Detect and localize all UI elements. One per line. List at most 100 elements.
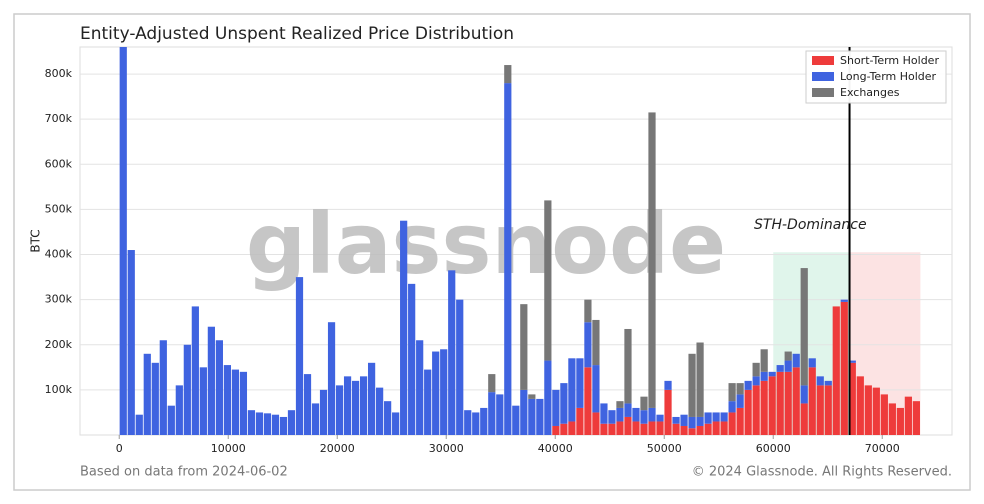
bar-segment: [335, 385, 344, 435]
bar-segment: [848, 360, 856, 363]
footer-copyright: © 2024 Glassnode. All Rights Reserved.: [692, 465, 952, 480]
bar-segment: [384, 401, 392, 435]
bar-segment: [584, 367, 592, 435]
bar-segment: [608, 410, 616, 424]
bar-segment: [456, 299, 464, 435]
bar-segment: [712, 421, 720, 435]
x-tick-label: 40000: [538, 442, 573, 455]
bar-segment: [504, 65, 512, 84]
bar-segment: [592, 365, 600, 413]
bar-segment: [584, 299, 592, 323]
bar-segment: [848, 362, 856, 435]
bar-segment: [760, 380, 768, 435]
bar-segment: [552, 389, 560, 426]
bar-segment: [279, 416, 288, 435]
bar-segment: [263, 413, 272, 435]
bar-segment: [648, 407, 656, 422]
bar-segment: [904, 396, 912, 435]
x-tick-label: 50000: [647, 442, 682, 455]
bar-segment: [624, 416, 632, 435]
bar-segment: [488, 392, 496, 435]
bar-segment: [648, 112, 656, 408]
bar-segment: [728, 412, 736, 435]
bar-segment: [912, 401, 920, 435]
bar-segment: [896, 407, 904, 435]
bar-segment: [776, 371, 784, 435]
bar-segment: [440, 349, 448, 435]
bar-segment: [560, 383, 568, 424]
bar-segment: [175, 385, 183, 435]
bar-segment: [704, 423, 712, 435]
legend-label: Long-Term Holder: [840, 70, 937, 83]
bar-segment: [696, 342, 704, 417]
bar-segment: [424, 369, 432, 435]
bar-segment: [552, 425, 560, 435]
bar-segment: [584, 322, 592, 368]
bar-segment: [640, 410, 648, 424]
bar-segment: [351, 380, 360, 435]
bar-segment: [343, 376, 352, 435]
bar-segment: [600, 423, 608, 435]
bar-segment: [616, 407, 624, 422]
bar-segment: [632, 407, 640, 422]
bar-segment: [784, 351, 792, 361]
bar-segment: [512, 405, 520, 435]
bar-segment: [688, 428, 696, 435]
bar-segment: [520, 304, 528, 390]
bar-segment: [752, 362, 760, 377]
bar-segment: [760, 349, 768, 372]
bar-segment: [167, 405, 175, 435]
bar-segment: [608, 423, 616, 435]
watermark: glassnode: [246, 195, 726, 293]
bar-segment: [880, 394, 888, 435]
bar-segment: [840, 299, 848, 302]
bar-segment: [768, 376, 776, 435]
bar-segment: [712, 412, 720, 422]
bar-segment: [223, 365, 232, 435]
bar-segment: [768, 371, 776, 377]
bar-segment: [303, 374, 312, 435]
chart-title: Entity-Adjusted Unspent Realized Price D…: [80, 24, 514, 44]
bar-segment: [736, 407, 744, 435]
bar-segment: [784, 371, 792, 435]
bar-segment: [872, 387, 880, 435]
bar-segment: [736, 394, 744, 408]
bar-segment: [576, 358, 584, 408]
bar-segment: [472, 412, 480, 435]
y-axis-label: BTC: [29, 229, 43, 252]
y-tick-label: 200k: [45, 338, 73, 351]
y-tick-label: 500k: [45, 202, 73, 215]
bar-segment: [656, 421, 664, 435]
bar-segment: [295, 277, 304, 435]
bar-segment: [648, 421, 656, 435]
bar-segment: [544, 360, 552, 435]
bar-segment: [392, 412, 400, 435]
bar-segment: [600, 403, 608, 424]
bar-segment: [367, 362, 376, 435]
bar-segment: [760, 371, 768, 381]
bar-segment: [656, 414, 664, 422]
bar-segment: [792, 353, 800, 368]
bar-segment: [536, 398, 544, 435]
bar-segment: [640, 423, 648, 435]
bar-segment: [664, 380, 672, 390]
y-tick-label: 700k: [45, 112, 73, 125]
y-tick-label: 800k: [45, 67, 73, 80]
bar-segment: [255, 412, 264, 435]
bar-segment: [207, 326, 215, 435]
bar-segment: [287, 410, 296, 435]
bar-segment: [528, 398, 536, 435]
bar-segment: [664, 389, 672, 435]
bar-segment: [688, 353, 696, 417]
bar-segment: [568, 421, 576, 435]
bar-segment: [576, 407, 584, 435]
bar-segment: [271, 414, 280, 435]
bar-segment: [119, 47, 127, 435]
bar-segment: [400, 220, 408, 435]
bar-segment: [832, 306, 840, 435]
bar-segment: [800, 403, 808, 435]
bar-segment: [319, 389, 328, 435]
annotation: STH-Dominance: [754, 217, 867, 233]
bar-segment: [888, 403, 896, 435]
bar-segment: [376, 387, 384, 435]
